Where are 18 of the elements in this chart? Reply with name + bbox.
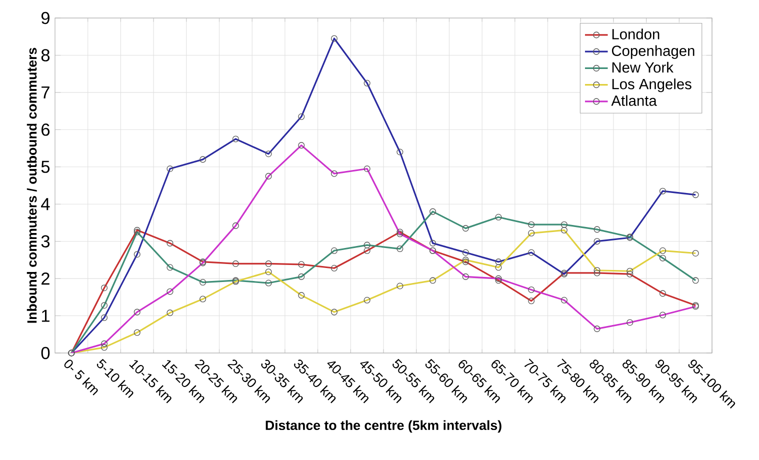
y-tick-label: 1 bbox=[42, 310, 50, 322]
legend-label: New York bbox=[612, 62, 674, 73]
legend-label: Atlanta bbox=[611, 95, 657, 106]
legend-label: Copenhagen bbox=[612, 45, 694, 59]
legend-label: London bbox=[612, 28, 660, 40]
y-tick-label: 8 bbox=[41, 49, 50, 62]
y-tick-label: 9 bbox=[41, 12, 50, 24]
x-axis-title: Distance to the centre (5km intervals) bbox=[266, 420, 502, 433]
y-tick-label: 2 bbox=[42, 272, 50, 285]
y-tick-label: 7 bbox=[42, 86, 50, 98]
legend-label: Los Angeles bbox=[612, 78, 692, 92]
x-tick-label: 0- 5 km bbox=[64, 360, 98, 396]
y-tick-label: 5 bbox=[41, 160, 50, 173]
y-axis-title: Inbound commuters / outbound commuters bbox=[26, 48, 37, 323]
y-tick-label: 3 bbox=[41, 235, 50, 248]
y-tick-label: 0 bbox=[41, 346, 50, 360]
y-tick-label: 6 bbox=[42, 124, 50, 136]
y-tick-label: 4 bbox=[41, 198, 50, 210]
